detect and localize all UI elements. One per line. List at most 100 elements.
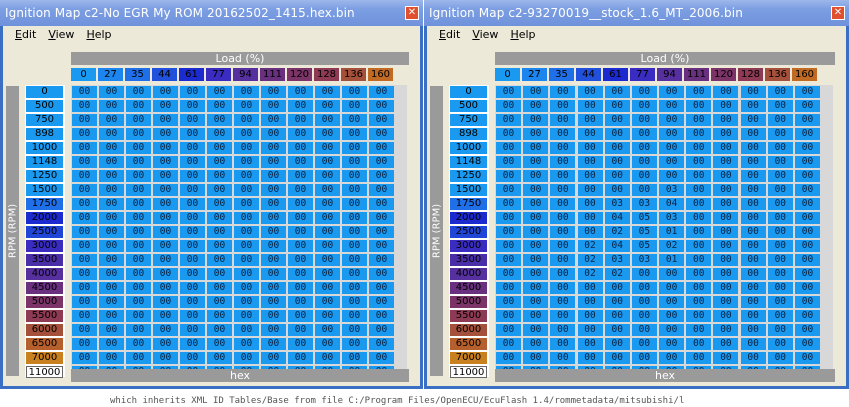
ignition-value-cell[interactable]: 00 — [207, 226, 232, 238]
ignition-value-cell[interactable]: 00 — [207, 114, 232, 126]
ignition-value-cell[interactable]: 03 — [659, 212, 685, 224]
ignition-value-cell[interactable]: 00 — [99, 170, 124, 182]
ignition-value-cell[interactable]: 03 — [659, 184, 685, 196]
ignition-value-cell[interactable]: 00 — [99, 114, 124, 126]
ignition-value-cell[interactable]: 00 — [369, 156, 394, 168]
ignition-value-cell[interactable]: 00 — [99, 254, 124, 266]
ignition-value-cell[interactable]: 00 — [180, 226, 205, 238]
ignition-value-cell[interactable]: 00 — [261, 226, 286, 238]
ignition-value-cell[interactable]: 00 — [207, 156, 232, 168]
ignition-value-cell[interactable]: 00 — [126, 254, 151, 266]
ignition-value-cell[interactable]: 00 — [99, 338, 124, 350]
ignition-value-cell[interactable]: 00 — [153, 100, 178, 112]
ignition-value-cell[interactable]: 00 — [99, 212, 124, 224]
ignition-value-cell[interactable]: 00 — [342, 268, 367, 280]
ignition-value-cell[interactable]: 00 — [288, 156, 313, 168]
ignition-value-cell[interactable]: 00 — [315, 198, 340, 210]
ignition-value-cell[interactable]: 00 — [72, 170, 97, 182]
ignition-value-cell[interactable]: 00 — [288, 128, 313, 140]
ignition-value-cell[interactable]: 00 — [740, 114, 766, 126]
ignition-value-cell[interactable]: 00 — [713, 268, 739, 280]
ignition-value-cell[interactable]: 00 — [153, 170, 178, 182]
ignition-value-cell[interactable]: 00 — [99, 240, 124, 252]
ignition-value-cell[interactable]: 00 — [153, 86, 178, 98]
ignition-value-cell[interactable]: 00 — [99, 156, 124, 168]
ignition-value-cell[interactable]: 00 — [713, 254, 739, 266]
ignition-value-cell[interactable]: 00 — [686, 184, 712, 196]
ignition-value-cell[interactable]: 00 — [577, 114, 603, 126]
ignition-value-cell[interactable]: 00 — [631, 268, 657, 280]
ignition-value-cell[interactable]: 00 — [686, 128, 712, 140]
ignition-value-cell[interactable]: 00 — [207, 212, 232, 224]
ignition-value-cell[interactable]: 00 — [234, 254, 259, 266]
ignition-value-cell[interactable]: 00 — [604, 128, 630, 140]
ignition-value-cell[interactable]: 00 — [550, 240, 576, 252]
ignition-value-cell[interactable]: 00 — [523, 324, 549, 336]
ignition-value-cell[interactable]: 00 — [659, 114, 685, 126]
ignition-value-cell[interactable]: 00 — [659, 296, 685, 308]
ignition-value-cell[interactable]: 00 — [342, 86, 367, 98]
ignition-value-cell[interactable]: 00 — [153, 240, 178, 252]
ignition-value-cell[interactable]: 00 — [523, 296, 549, 308]
ignition-value-cell[interactable]: 00 — [369, 184, 394, 196]
ignition-value-cell[interactable]: 00 — [234, 282, 259, 294]
ignition-value-cell[interactable]: 00 — [315, 142, 340, 154]
ignition-value-cell[interactable]: 00 — [126, 128, 151, 140]
ignition-value-cell[interactable]: 00 — [342, 352, 367, 364]
ignition-value-cell[interactable]: 00 — [126, 226, 151, 238]
ignition-value-cell[interactable]: 00 — [207, 310, 232, 322]
ignition-value-cell[interactable]: 00 — [207, 86, 232, 98]
ignition-value-cell[interactable]: 00 — [604, 86, 630, 98]
ignition-value-cell[interactable]: 00 — [369, 226, 394, 238]
ignition-value-cell[interactable]: 00 — [577, 296, 603, 308]
ignition-value-cell[interactable]: 00 — [550, 338, 576, 350]
ignition-value-cell[interactable]: 00 — [369, 240, 394, 252]
ignition-value-cell[interactable]: 00 — [577, 310, 603, 322]
ignition-value-cell[interactable]: 02 — [577, 254, 603, 266]
ignition-value-cell[interactable]: 00 — [794, 254, 820, 266]
ignition-value-cell[interactable]: 00 — [577, 156, 603, 168]
ignition-value-cell[interactable]: 00 — [369, 296, 394, 308]
ignition-value-cell[interactable]: 00 — [713, 114, 739, 126]
ignition-value-cell[interactable]: 00 — [99, 86, 124, 98]
ignition-value-cell[interactable]: 00 — [315, 324, 340, 336]
ignition-value-cell[interactable]: 00 — [99, 100, 124, 112]
ignition-value-cell[interactable]: 00 — [342, 128, 367, 140]
ignition-value-cell[interactable]: 00 — [740, 100, 766, 112]
ignition-value-cell[interactable]: 00 — [686, 100, 712, 112]
ignition-value-cell[interactable]: 00 — [342, 142, 367, 154]
ignition-value-cell[interactable]: 00 — [740, 226, 766, 238]
ignition-value-cell[interactable]: 00 — [126, 142, 151, 154]
ignition-value-cell[interactable]: 00 — [550, 282, 576, 294]
ignition-value-cell[interactable]: 00 — [767, 352, 793, 364]
ignition-value-cell[interactable]: 00 — [523, 170, 549, 182]
ignition-value-cell[interactable]: 00 — [369, 310, 394, 322]
ignition-value-cell[interactable]: 00 — [577, 128, 603, 140]
ignition-value-cell[interactable]: 00 — [713, 170, 739, 182]
ignition-value-cell[interactable]: 00 — [794, 142, 820, 154]
ignition-value-cell[interactable]: 00 — [523, 352, 549, 364]
ignition-value-cell[interactable]: 00 — [686, 352, 712, 364]
ignition-value-cell[interactable]: 00 — [153, 212, 178, 224]
ignition-value-cell[interactable]: 00 — [496, 156, 521, 168]
ignition-value-cell[interactable]: 00 — [550, 352, 576, 364]
menu-view[interactable]: View — [472, 28, 499, 41]
ignition-value-cell[interactable]: 00 — [315, 86, 340, 98]
ignition-value-cell[interactable]: 00 — [315, 212, 340, 224]
ignition-value-cell[interactable]: 00 — [713, 100, 739, 112]
ignition-value-cell[interactable]: 00 — [315, 156, 340, 168]
ignition-value-cell[interactable]: 00 — [342, 338, 367, 350]
ignition-value-cell[interactable]: 00 — [794, 240, 820, 252]
ignition-value-cell[interactable]: 00 — [261, 254, 286, 266]
ignition-value-cell[interactable]: 00 — [180, 352, 205, 364]
ignition-value-cell[interactable]: 00 — [99, 198, 124, 210]
ignition-value-cell[interactable]: 00 — [523, 128, 549, 140]
ignition-value-cell[interactable]: 00 — [740, 254, 766, 266]
ignition-value-cell[interactable]: 00 — [126, 100, 151, 112]
ignition-value-cell[interactable]: 00 — [153, 338, 178, 350]
ignition-value-cell[interactable]: 00 — [126, 212, 151, 224]
menu-edit[interactable]: Edit — [439, 28, 461, 41]
ignition-value-cell[interactable]: 00 — [767, 100, 793, 112]
ignition-value-cell[interactable]: 00 — [261, 100, 286, 112]
ignition-value-cell[interactable]: 00 — [659, 310, 685, 322]
